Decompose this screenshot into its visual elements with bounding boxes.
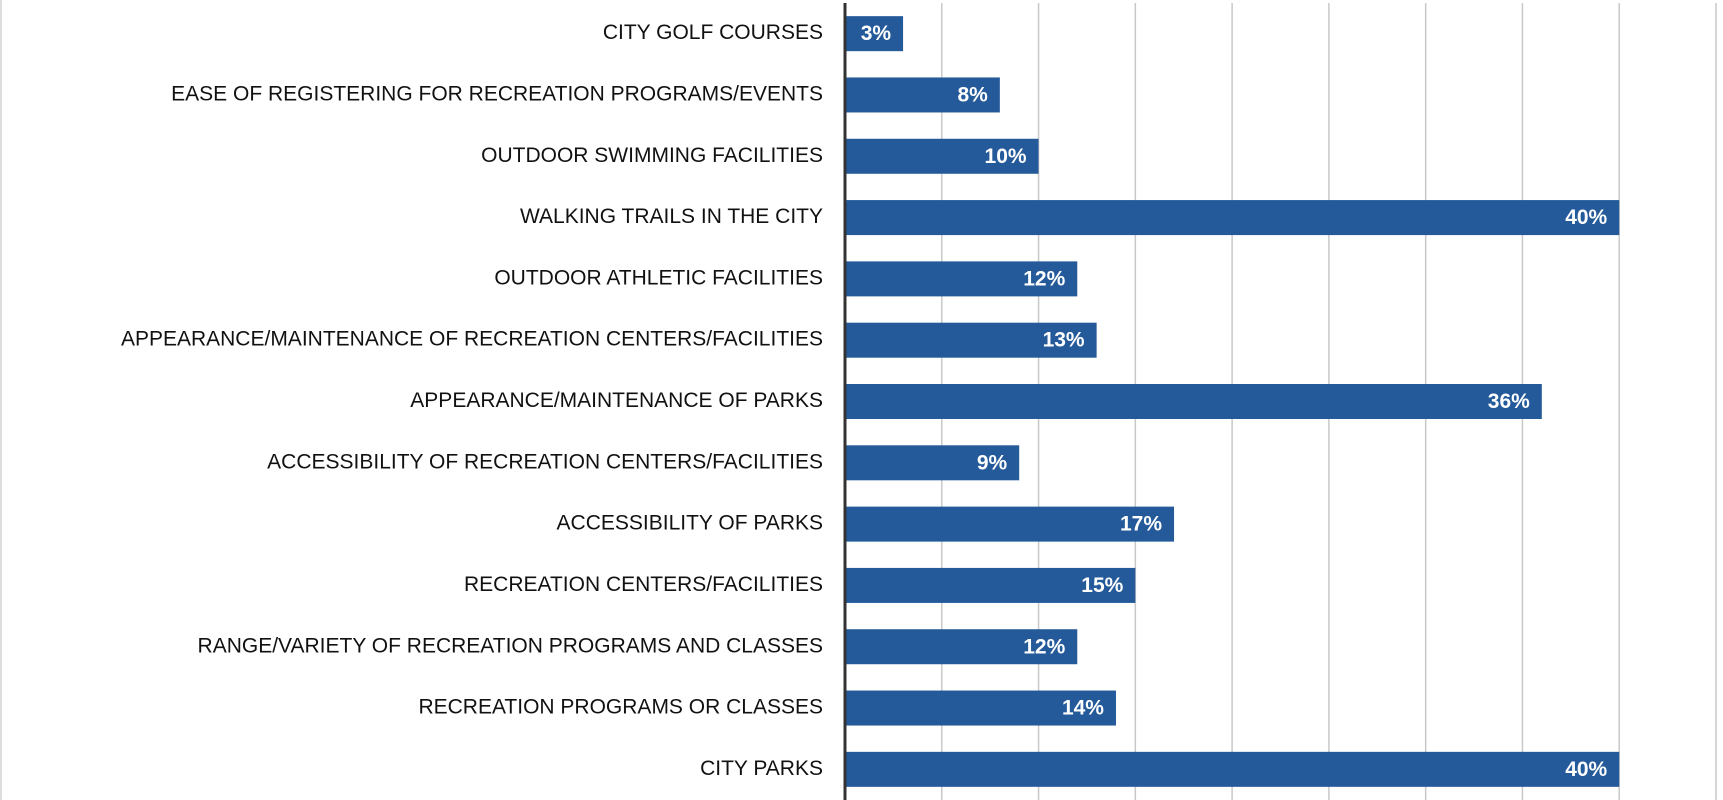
y-tick-label: EASE OF REGISTERING FOR RECREATION PROGR… bbox=[171, 83, 823, 106]
bar bbox=[845, 322, 1097, 358]
data-label: 40% bbox=[1565, 758, 1607, 781]
data-label: 12% bbox=[1023, 267, 1065, 290]
y-tick-label: RANGE/VARIETY OF RECREATION PROGRAMS AND… bbox=[198, 634, 823, 657]
y-tick-label: ACCESSIBILITY OF PARKS bbox=[557, 512, 823, 535]
data-label: 14% bbox=[1062, 697, 1104, 720]
data-label: 36% bbox=[1488, 390, 1530, 413]
y-tick-label: CITY GOLF COURSES bbox=[603, 21, 823, 44]
y-tick-label: APPEARANCE/MAINTENANCE OF RECREATION CEN… bbox=[121, 328, 823, 351]
bar bbox=[845, 261, 1078, 297]
y-tick-label: RECREATION CENTERS/FACILITIES bbox=[464, 573, 823, 596]
y-tick-label: RECREATION PROGRAMS OR CLASSES bbox=[418, 696, 823, 719]
data-label: 13% bbox=[1043, 329, 1085, 352]
bar bbox=[845, 445, 1020, 481]
data-label: 8% bbox=[957, 84, 988, 107]
bar bbox=[845, 751, 1620, 787]
data-label: 12% bbox=[1023, 635, 1065, 658]
bar bbox=[845, 384, 1542, 419]
bar bbox=[845, 690, 1116, 726]
data-label: 9% bbox=[977, 451, 1008, 474]
bar bbox=[845, 629, 1078, 665]
bar bbox=[845, 138, 1039, 174]
bar bbox=[845, 77, 1000, 113]
bar bbox=[845, 16, 904, 52]
data-label: 10% bbox=[985, 145, 1027, 168]
y-tick-label: WALKING TRAILS IN THE CITY bbox=[520, 205, 823, 228]
data-label: 3% bbox=[861, 22, 892, 45]
data-label: 40% bbox=[1565, 206, 1607, 229]
y-tick-label: CITY PARKS bbox=[700, 757, 823, 780]
y-tick-label: APPEARANCE/MAINTENANCE OF PARKS bbox=[410, 389, 823, 412]
bar bbox=[845, 506, 1175, 542]
bar bbox=[845, 567, 1136, 603]
y-tick-label: ACCESSIBILITY OF RECREATION CENTERS/FACI… bbox=[267, 450, 823, 473]
bar bbox=[845, 200, 1620, 236]
y-tick-label: OUTDOOR SWIMMING FACILITIES bbox=[481, 144, 823, 167]
data-label: 15% bbox=[1081, 574, 1123, 597]
y-tick-label: OUTDOOR ATHLETIC FACILITIES bbox=[494, 266, 823, 289]
data-label: 17% bbox=[1120, 513, 1162, 536]
